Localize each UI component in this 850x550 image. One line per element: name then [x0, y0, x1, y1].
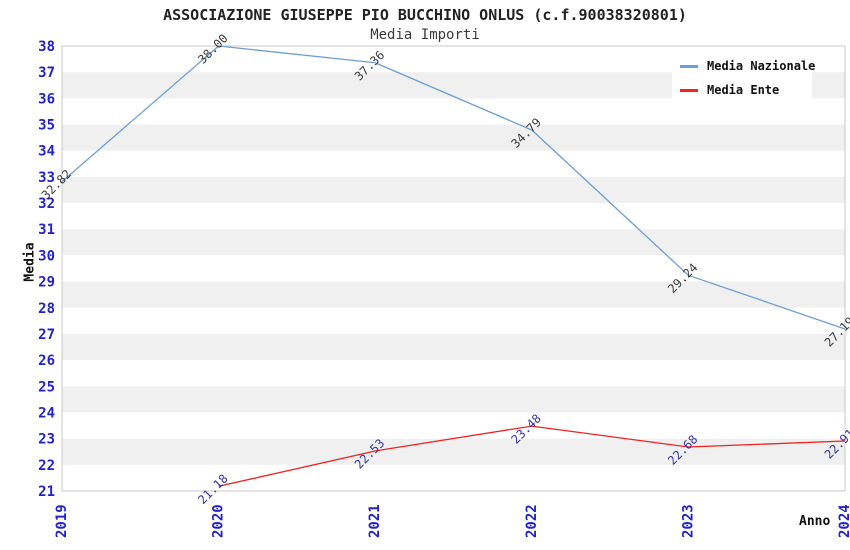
- legend: Media Nazionale Media Ente: [672, 54, 816, 102]
- plot-band: [62, 255, 845, 282]
- y-tick-label: 26: [38, 353, 55, 369]
- plot-band: [62, 360, 845, 387]
- y-tick-label: 28: [38, 301, 55, 317]
- series-line-media-ente: [218, 425, 846, 487]
- x-tick-label: 2021: [367, 504, 383, 538]
- y-tick-label: 35: [38, 118, 55, 134]
- y-axis-title: Media: [22, 242, 38, 282]
- legend-item-media-nazionale: Media Nazionale: [672, 54, 816, 78]
- y-tick-label: 24: [38, 405, 55, 421]
- y-tick-label: 34: [38, 144, 55, 160]
- legend-line-swatch: [680, 64, 698, 68]
- y-tick-label: 23: [38, 432, 55, 448]
- plot-band: [62, 333, 845, 361]
- y-tick-label: 37: [38, 65, 55, 81]
- x-tick-label: 2023: [680, 504, 696, 538]
- y-tick-label: 36: [38, 91, 55, 107]
- x-tick-label: 2019: [54, 504, 70, 538]
- y-tick-label: 33: [38, 170, 55, 186]
- y-tick-label: 38: [38, 39, 55, 55]
- x-tick-label: 2022: [524, 504, 540, 538]
- plot-band: [62, 412, 845, 439]
- y-tick-label: 22: [38, 458, 55, 474]
- plot-band: [62, 150, 845, 177]
- y-tick-label: 30: [38, 248, 55, 264]
- y-tick-label: 25: [38, 379, 55, 395]
- plot-border: [61, 45, 846, 492]
- legend-label: Media Nazionale: [707, 59, 816, 73]
- chart-title: ASSOCIAZIONE GIUSEPPE PIO BUCCHINO ONLUS…: [163, 6, 687, 24]
- plot-band: [62, 229, 845, 256]
- plot-band: [62, 176, 845, 204]
- plot-band: [62, 307, 845, 334]
- plot-band: [62, 386, 845, 413]
- plot-band: [62, 98, 845, 125]
- legend-label: Media Ente: [707, 83, 780, 97]
- y-tick-label: 21: [38, 484, 55, 500]
- x-axis-title: Anno: [799, 514, 831, 529]
- series-line-media-nazionale: [61, 45, 846, 330]
- plot-band: [62, 203, 845, 230]
- y-tick-label: 29: [38, 275, 55, 291]
- plot-band: [62, 124, 845, 151]
- y-tick-label: 32: [38, 196, 55, 212]
- y-tick-label: 31: [38, 222, 55, 238]
- x-tick-label: 2020: [211, 504, 227, 538]
- plot-band: [62, 281, 845, 308]
- plot-band: [62, 438, 845, 465]
- chart-subtitle: Media Importi: [370, 27, 480, 43]
- plot-band: [62, 464, 845, 491]
- legend-item-media-ente: Media Ente: [672, 78, 812, 102]
- y-tick-label: 27: [38, 327, 55, 343]
- x-tick-label: 2024: [837, 504, 850, 538]
- legend-line-swatch: [680, 88, 698, 92]
